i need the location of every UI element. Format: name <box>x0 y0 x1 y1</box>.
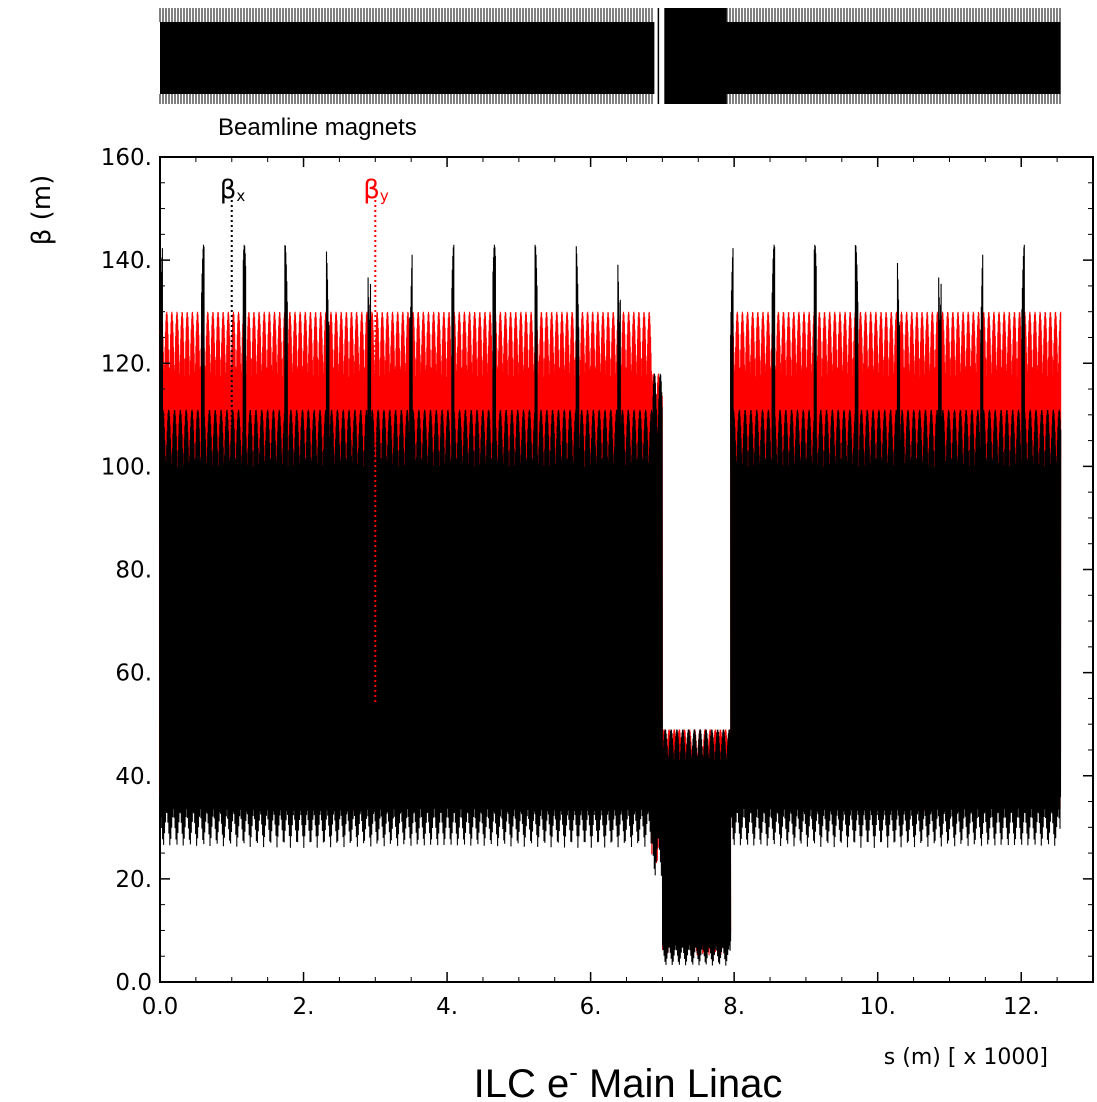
x-tick-label: 10. <box>859 994 896 1020</box>
chart-title-prefix: ILC e <box>474 1062 570 1102</box>
legend-label: βy <box>363 175 389 205</box>
x-tick-label: 12. <box>1003 994 1040 1020</box>
legend-subscript: x <box>236 187 245 205</box>
legend: βx βy <box>220 175 389 705</box>
magnet-gap <box>654 8 665 104</box>
series-beta-x <box>159 244 1062 966</box>
beamline-magnets-caption: Beamline magnets <box>218 114 417 141</box>
chart-title-superscript: - <box>569 1057 578 1087</box>
axis-ticks: 0.0 2. 4. 6. 8. 10. 12. 0.0 20. 40. 60. 80. 100. 120.… <box>101 145 1094 1020</box>
series-line-segment <box>651 373 663 876</box>
legend-symbol: β <box>220 175 237 205</box>
y-tick-label: 40. <box>115 764 152 790</box>
plot-area: 0.0 2. 4. 6. 8. 10. 12. 0.0 20. 40. 60. 80. 100. 120.… <box>101 145 1094 1020</box>
y-tick-label: 160. <box>101 145 152 171</box>
legend-label: βx <box>220 175 246 205</box>
series-line-segment <box>159 244 653 848</box>
legend-subscript: y <box>380 187 389 205</box>
x-tick-label: 0.0 <box>142 994 179 1020</box>
series-line-segment <box>730 244 1062 848</box>
y-tick-label: 140. <box>101 248 152 274</box>
magnet-dense-block <box>664 8 727 104</box>
x-axis-label: s (m) [ x 1000] <box>884 1045 1048 1070</box>
y-tick-label: 120. <box>101 351 152 377</box>
y-tick-label: 20. <box>115 867 152 893</box>
beamline-magnets-strip <box>159 8 1061 104</box>
x-tick-label: 2. <box>293 994 315 1020</box>
x-tick-label: 8. <box>723 994 745 1020</box>
x-tick-label: 4. <box>436 994 458 1020</box>
series-line-segment <box>661 729 732 966</box>
y-tick-label: 60. <box>115 661 152 687</box>
legend-symbol: β <box>363 175 380 205</box>
y-tick-label: 0.0 <box>115 970 152 996</box>
x-tick-label: 6. <box>580 994 602 1020</box>
magnet-block <box>160 22 1061 94</box>
y-tick-label: 80. <box>115 558 152 584</box>
chart-title-suffix: Main Linac <box>578 1062 783 1102</box>
y-axis-label: β (m) <box>27 175 57 245</box>
y-tick-label: 100. <box>101 454 152 480</box>
chart-title: ILC e- Main Linac <box>474 1057 783 1102</box>
